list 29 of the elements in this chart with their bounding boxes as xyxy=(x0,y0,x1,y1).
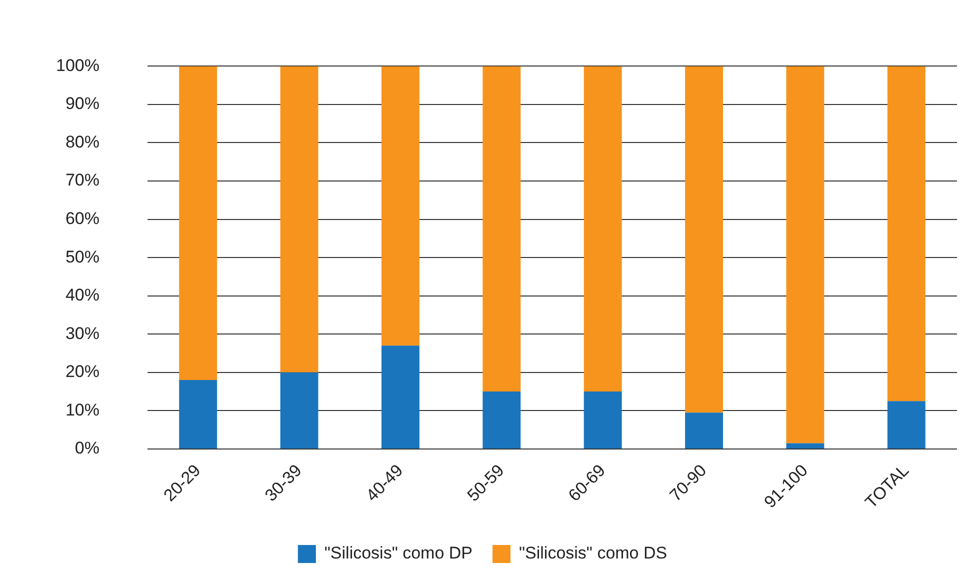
legend-label: "Silicosis" como DP xyxy=(324,544,473,563)
bar xyxy=(280,372,318,448)
bar xyxy=(887,66,926,402)
y-tick-label: 100% xyxy=(56,56,100,75)
bar xyxy=(887,401,926,448)
y-tick-label: 20% xyxy=(65,362,100,382)
bar xyxy=(179,380,218,448)
bar xyxy=(381,346,420,448)
y-tick-label: 30% xyxy=(65,324,100,343)
y-tick-label: 50% xyxy=(65,247,100,266)
bar xyxy=(786,66,824,444)
legend-label: "Silicosis" como DS xyxy=(519,544,668,563)
bar xyxy=(179,66,218,380)
bar xyxy=(584,66,622,392)
bar xyxy=(381,66,420,346)
bar xyxy=(786,443,824,448)
y-tick-label: 80% xyxy=(65,132,100,152)
y-tick-label: 40% xyxy=(65,286,100,305)
bar xyxy=(584,392,622,448)
bar xyxy=(685,412,723,448)
y-tick-label: 70% xyxy=(65,170,100,190)
bar xyxy=(685,66,723,413)
y-tick-label: 0% xyxy=(74,438,100,458)
bar xyxy=(280,66,318,372)
y-tick-label: 90% xyxy=(65,94,100,114)
bar xyxy=(482,66,521,392)
y-tick-label: 10% xyxy=(65,400,100,420)
bar xyxy=(482,392,521,448)
y-tick-label: 60% xyxy=(65,208,100,228)
